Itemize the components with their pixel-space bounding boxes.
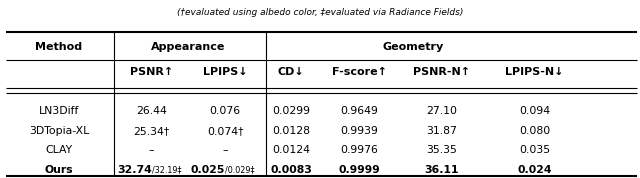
Text: –: – [223,145,228,155]
Text: 0.9649: 0.9649 [340,106,379,116]
Text: 0.9939: 0.9939 [340,126,379,136]
Text: /0.029‡: /0.029‡ [225,166,255,174]
Text: PSNR-N↑: PSNR-N↑ [413,67,470,77]
Text: 26.44: 26.44 [136,106,167,116]
Text: 0.0299: 0.0299 [272,106,310,116]
Text: 35.35: 35.35 [426,145,457,155]
Text: Geometry: Geometry [382,42,444,52]
Text: 0.076: 0.076 [210,106,241,116]
Text: LN3Diff: LN3Diff [38,106,79,116]
Text: 3DTopia-XL: 3DTopia-XL [29,126,89,136]
Text: PSNR↑: PSNR↑ [130,67,173,77]
Text: 0.0128: 0.0128 [272,126,310,136]
Text: 0.9976: 0.9976 [340,145,379,155]
Text: Ours: Ours [45,165,73,175]
Text: Method: Method [35,42,83,52]
Text: LPIPS↓: LPIPS↓ [203,67,248,77]
Text: CLAY: CLAY [45,145,72,155]
Text: 0.9999: 0.9999 [339,165,381,175]
Text: (†evaluated using albedo color, ‡evaluated via Radiance Fields): (†evaluated using albedo color, ‡evaluat… [177,8,463,17]
Text: 27.10: 27.10 [426,106,457,116]
Text: Appearance: Appearance [151,42,226,52]
Text: 0.080: 0.080 [519,126,550,136]
Text: F-score↑: F-score↑ [332,67,387,77]
Text: /32.19‡: /32.19‡ [152,166,181,174]
Text: 0.025: 0.025 [191,165,225,175]
Text: CD↓: CD↓ [278,67,305,77]
Text: 0.074†: 0.074† [207,126,244,136]
Text: LPIPS-N↓: LPIPS-N↓ [505,67,564,77]
Text: 36.11: 36.11 [424,165,459,175]
Text: 0.0124: 0.0124 [272,145,310,155]
Text: 31.87: 31.87 [426,126,457,136]
Text: 0.024: 0.024 [517,165,552,175]
Text: –: – [149,145,154,155]
Text: 25.34†: 25.34† [134,126,170,136]
Text: 0.035: 0.035 [519,145,550,155]
Text: 0.094: 0.094 [519,106,550,116]
Text: 0.0083: 0.0083 [270,165,312,175]
Text: 32.74: 32.74 [117,165,152,175]
